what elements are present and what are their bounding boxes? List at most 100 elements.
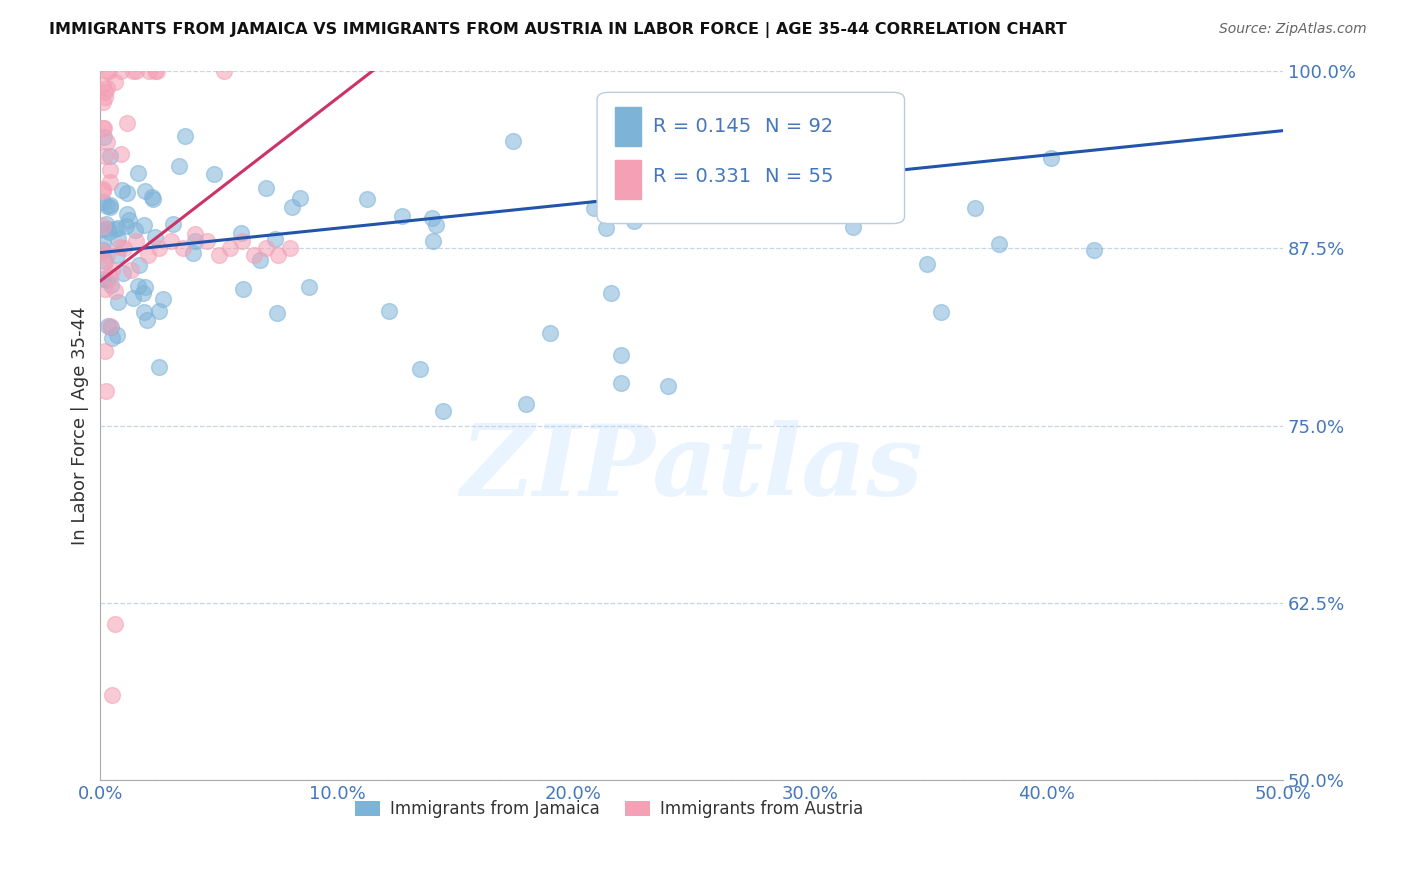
Point <box>94 343 117 358</box>
Point <box>134 184 156 198</box>
Point <box>219 241 242 255</box>
Point <box>91 184 114 198</box>
Point <box>162 217 184 231</box>
Point <box>101 688 124 702</box>
Point <box>599 285 621 300</box>
FancyBboxPatch shape <box>598 93 904 224</box>
Point <box>101 262 124 277</box>
Point <box>96 248 118 262</box>
Point <box>132 305 155 319</box>
Point <box>281 201 304 215</box>
Point <box>94 384 117 399</box>
Point <box>94 253 117 268</box>
Text: IMMIGRANTS FROM JAMAICA VS IMMIGRANTS FROM AUSTRIA IN LABOR FORCE | AGE 35-44 CO: IMMIGRANTS FROM JAMAICA VS IMMIGRANTS FR… <box>49 22 1067 38</box>
Point <box>91 182 114 196</box>
Point <box>266 306 288 320</box>
Point <box>107 221 129 235</box>
Point <box>425 218 447 232</box>
Point <box>929 305 952 319</box>
Point <box>97 64 120 78</box>
Point <box>104 75 127 89</box>
Point <box>853 149 876 163</box>
Point <box>184 227 207 242</box>
Point <box>96 64 118 78</box>
Point <box>538 326 561 341</box>
Point <box>212 64 235 78</box>
Point <box>96 135 118 149</box>
Text: N = 92: N = 92 <box>765 117 834 136</box>
Point <box>105 248 128 262</box>
Point <box>692 156 714 170</box>
Point <box>356 192 378 206</box>
Point <box>96 81 118 95</box>
Point <box>988 237 1011 252</box>
Point <box>207 248 229 262</box>
Point <box>93 282 115 296</box>
Point <box>264 232 287 246</box>
Point <box>98 163 121 178</box>
Point <box>91 272 114 286</box>
Point <box>290 191 312 205</box>
Point <box>107 295 129 310</box>
FancyBboxPatch shape <box>614 160 641 199</box>
Point <box>96 199 118 213</box>
Point <box>91 78 114 93</box>
Point <box>100 277 122 292</box>
Point <box>125 234 148 248</box>
Point <box>121 291 143 305</box>
Point <box>127 279 149 293</box>
Point <box>91 194 114 209</box>
Point <box>135 312 157 326</box>
Point <box>134 280 156 294</box>
Point <box>583 201 606 215</box>
Point <box>145 64 167 78</box>
Point <box>173 129 195 144</box>
Point <box>91 237 114 252</box>
Point <box>378 303 401 318</box>
Point <box>515 397 537 411</box>
Point <box>115 186 138 200</box>
Point <box>121 263 143 277</box>
Text: ZIPatlas: ZIPatlas <box>461 420 922 516</box>
Point <box>202 167 225 181</box>
Point <box>91 95 114 110</box>
Point <box>98 225 121 239</box>
Point <box>232 282 254 296</box>
Point <box>128 258 150 272</box>
Point <box>93 121 115 136</box>
Point <box>93 129 115 144</box>
Point <box>595 220 617 235</box>
Point <box>100 319 122 334</box>
Point <box>94 89 117 103</box>
Point <box>195 234 218 248</box>
Point <box>298 279 321 293</box>
Point <box>98 175 121 189</box>
FancyBboxPatch shape <box>614 106 641 145</box>
Point <box>167 159 190 173</box>
Point <box>422 234 444 248</box>
Point <box>391 209 413 223</box>
Point <box>148 359 170 374</box>
Point <box>917 257 939 271</box>
Point <box>98 149 121 163</box>
Point <box>93 258 115 272</box>
Point <box>152 292 174 306</box>
Point <box>243 248 266 262</box>
Point <box>717 160 740 174</box>
Point <box>115 219 138 233</box>
Point <box>1040 151 1063 165</box>
Point <box>91 222 114 236</box>
Text: Source: ZipAtlas.com: Source: ZipAtlas.com <box>1219 22 1367 37</box>
Point <box>91 244 114 258</box>
Text: R = 0.331: R = 0.331 <box>652 167 751 186</box>
Point <box>160 234 183 248</box>
Point <box>278 241 301 255</box>
Point <box>118 213 141 227</box>
Point <box>249 253 271 268</box>
Point <box>138 64 160 78</box>
Point <box>98 269 121 284</box>
Point <box>172 241 194 255</box>
Point <box>148 241 170 255</box>
Point <box>609 348 631 362</box>
Point <box>132 218 155 232</box>
